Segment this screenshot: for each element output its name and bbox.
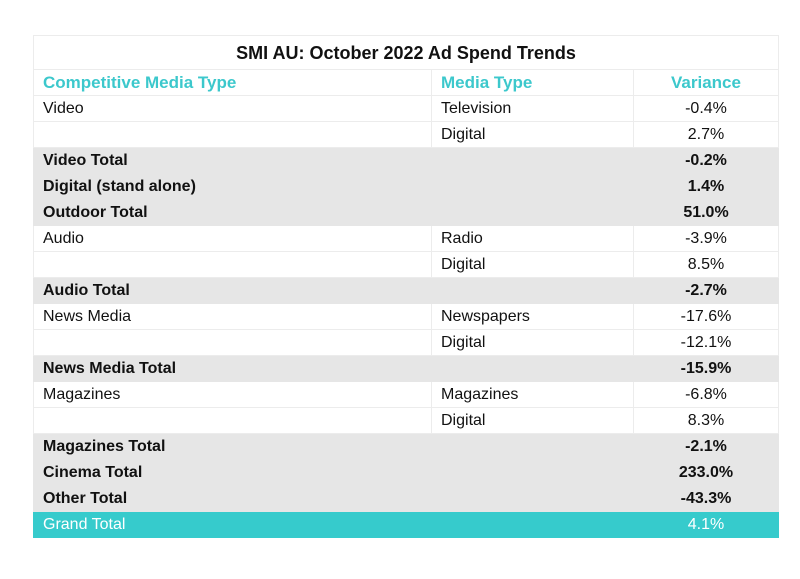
cell-competitive-media-type <box>33 251 432 278</box>
cell-media-type: Digital <box>431 251 634 278</box>
cell-variance: -2.7% <box>633 277 779 304</box>
table-row: Digital -12.1% <box>33 329 779 356</box>
cell-competitive-media-type: Audio Total <box>33 277 634 304</box>
cell-competitive-media-type: News Media <box>33 303 432 330</box>
cell-media-type: Television <box>431 95 634 122</box>
cell-media-type: Newspapers <box>431 303 634 330</box>
cell-variance: -17.6% <box>633 303 779 330</box>
total-row: Video Total -0.2% <box>33 147 779 174</box>
cell-media-type: Digital <box>431 407 634 434</box>
cell-competitive-media-type: Digital (stand alone) <box>33 173 634 200</box>
total-row: Digital (stand alone) 1.4% <box>33 173 779 200</box>
grand-total-row: Grand Total 4.1% <box>33 511 779 538</box>
cell-variance: -2.1% <box>633 433 779 460</box>
cell-variance: 51.0% <box>633 199 779 226</box>
cell-variance: -3.9% <box>633 225 779 252</box>
cell-competitive-media-type: Magazines <box>33 381 432 408</box>
header-competitive-media-type: Competitive Media Type <box>33 69 432 96</box>
cell-variance: -0.4% <box>633 95 779 122</box>
cell-competitive-media-type: News Media Total <box>33 355 634 382</box>
cell-competitive-media-type <box>33 329 432 356</box>
cell-competitive-media-type: Video Total <box>33 147 634 174</box>
cell-competitive-media-type <box>33 121 432 148</box>
table-row: Video Television -0.4% <box>33 95 779 122</box>
cell-media-type: Magazines <box>431 381 634 408</box>
cell-variance: 233.0% <box>633 459 779 486</box>
cell-competitive-media-type: Outdoor Total <box>33 199 634 226</box>
cell-variance: -0.2% <box>633 147 779 174</box>
cell-competitive-media-type <box>33 407 432 434</box>
table-row: News Media Newspapers -17.6% <box>33 303 779 330</box>
cell-competitive-media-type: Audio <box>33 225 432 252</box>
cell-variance: -12.1% <box>633 329 779 356</box>
cell-competitive-media-type: Cinema Total <box>33 459 634 486</box>
header-media-type: Media Type <box>431 69 634 96</box>
cell-competitive-media-type: Video <box>33 95 432 122</box>
total-row: Cinema Total 233.0% <box>33 459 779 486</box>
grand-total-variance: 4.1% <box>633 511 779 538</box>
header-row: Competitive Media Type Media Type Varian… <box>33 69 779 96</box>
cell-variance: 1.4% <box>633 173 779 200</box>
table-title: SMI AU: October 2022 Ad Spend Trends <box>33 35 779 70</box>
cell-media-type: Digital <box>431 329 634 356</box>
cell-variance: 8.3% <box>633 407 779 434</box>
table-row: Magazines Magazines -6.8% <box>33 381 779 408</box>
cell-media-type: Radio <box>431 225 634 252</box>
cell-variance: -43.3% <box>633 485 779 512</box>
total-row: Magazines Total -2.1% <box>33 433 779 460</box>
total-row: Other Total -43.3% <box>33 485 779 512</box>
cell-variance: 8.5% <box>633 251 779 278</box>
table-row: Digital 8.5% <box>33 251 779 278</box>
total-row: News Media Total -15.9% <box>33 355 779 382</box>
ad-spend-table: SMI AU: October 2022 Ad Spend Trends Com… <box>33 35 779 538</box>
table-row: Digital 2.7% <box>33 121 779 148</box>
cell-variance: 2.7% <box>633 121 779 148</box>
cell-variance: -15.9% <box>633 355 779 382</box>
total-row: Audio Total -2.7% <box>33 277 779 304</box>
cell-competitive-media-type: Magazines Total <box>33 433 634 460</box>
cell-competitive-media-type: Other Total <box>33 485 634 512</box>
grand-total-label: Grand Total <box>33 511 634 538</box>
cell-variance: -6.8% <box>633 381 779 408</box>
total-row: Outdoor Total 51.0% <box>33 199 779 226</box>
table-row: Audio Radio -3.9% <box>33 225 779 252</box>
header-variance: Variance <box>633 69 779 96</box>
table-row: Digital 8.3% <box>33 407 779 434</box>
title-row: SMI AU: October 2022 Ad Spend Trends <box>33 35 779 70</box>
cell-media-type: Digital <box>431 121 634 148</box>
